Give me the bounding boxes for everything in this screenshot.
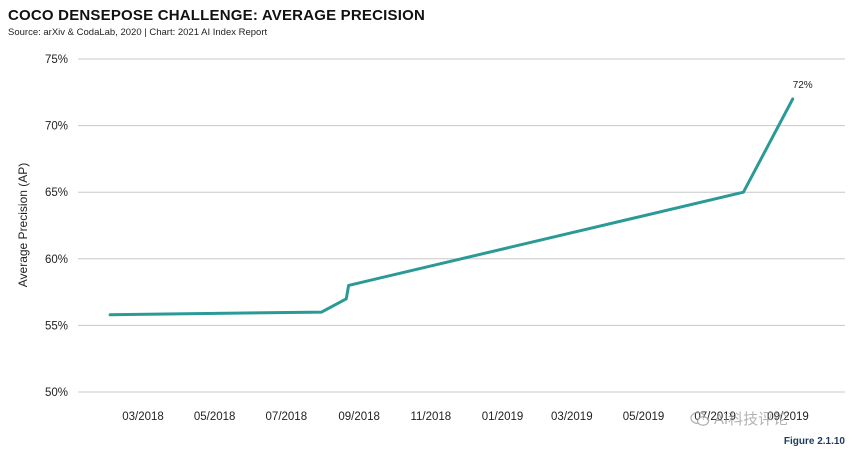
x-tick-label: 11/2018 — [410, 411, 451, 423]
grid-lines — [78, 58, 845, 393]
x-tick-labels: 03/2018 05/2018 07/2018 09/2018 11/2018 01/20… — [122, 411, 809, 423]
figure-label: Figure 2.1.10 — [783, 436, 845, 447]
x-tick-label: 05/2019 — [623, 411, 665, 423]
y-tick-label: 55% — [45, 320, 68, 332]
series-layer — [108, 97, 795, 317]
x-tick-label: 05/2018 — [194, 411, 236, 423]
x-tick-label: 07/2018 — [266, 411, 308, 423]
x-tick-label: 09/2018 — [338, 411, 380, 423]
y-tick-label: 50% — [45, 387, 68, 399]
chart-source: Source: arXiv & CodaLab, 2020 | Chart: 2… — [8, 27, 268, 38]
y-tick-label: 70% — [45, 121, 68, 133]
y-tick-label: 75% — [45, 54, 68, 66]
x-tick-label: 03/2018 — [122, 411, 164, 423]
y-axis-label: Average Precision (AP) — [16, 163, 30, 288]
chart-title: COCO DENSEPOSE CHALLENGE: AVERAGE PRECIS… — [8, 7, 425, 24]
wechat-icon — [690, 411, 710, 426]
y-tick-labels: 50% 55% 60% 65% 70% 75% — [45, 54, 68, 399]
annotations: 72% — [793, 80, 813, 91]
x-tick-label: 09/2019 — [767, 411, 809, 423]
data-label: 72% — [793, 80, 813, 91]
x-tick-label: 03/2019 — [551, 411, 593, 423]
series-line — [108, 97, 795, 317]
y-tick-label: 65% — [45, 187, 68, 199]
y-tick-label: 60% — [45, 254, 68, 266]
watermark: AI科技评论 — [690, 408, 788, 429]
x-tick-label: 01/2019 — [482, 411, 524, 423]
watermark-text: AI科技评论 — [714, 411, 789, 428]
